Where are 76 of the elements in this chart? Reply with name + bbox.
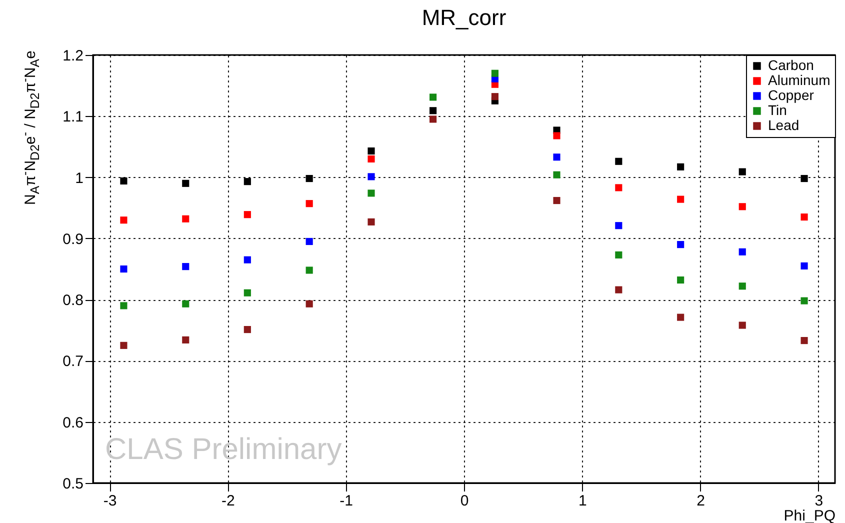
point xyxy=(800,174,808,182)
point xyxy=(615,251,622,258)
x-tick-label: -3 xyxy=(103,492,117,510)
point xyxy=(368,190,375,197)
point xyxy=(368,218,375,226)
point xyxy=(800,297,808,304)
legend-label: Lead xyxy=(768,117,800,133)
point xyxy=(306,174,313,182)
point xyxy=(182,263,190,270)
point xyxy=(553,154,560,161)
y-tick-label: 0.9 xyxy=(62,230,84,248)
point xyxy=(182,180,190,187)
x-tick-label: -1 xyxy=(340,492,354,510)
point xyxy=(244,326,251,334)
point xyxy=(368,147,375,155)
annotation: CLAS Preliminary xyxy=(105,433,342,466)
point xyxy=(553,196,560,204)
point xyxy=(120,216,128,224)
point xyxy=(491,93,498,100)
point xyxy=(182,300,190,308)
y-tick-label: 1 xyxy=(75,170,84,187)
y-tick-label: 0.8 xyxy=(62,292,84,310)
point xyxy=(738,282,746,290)
point xyxy=(800,213,808,221)
y-tick-label: 1.1 xyxy=(62,108,84,126)
point xyxy=(244,289,251,296)
point xyxy=(615,222,622,230)
point xyxy=(553,171,560,178)
point xyxy=(368,173,375,180)
point xyxy=(738,248,746,256)
point xyxy=(553,132,560,140)
point xyxy=(182,336,190,344)
point xyxy=(677,241,684,248)
point xyxy=(677,276,684,284)
point xyxy=(120,302,128,310)
point xyxy=(615,158,622,165)
point xyxy=(738,203,746,210)
y-tick-label: 0.6 xyxy=(62,414,84,432)
legend-label: Tin xyxy=(768,102,787,118)
point xyxy=(430,116,437,123)
legend-label: Aluminum xyxy=(768,72,830,88)
point xyxy=(120,265,128,273)
legend-label: Carbon xyxy=(768,57,814,73)
x-tick-label: 0 xyxy=(460,492,469,510)
point xyxy=(430,107,437,114)
point xyxy=(306,266,313,274)
point xyxy=(306,200,313,208)
x-tick-label: -2 xyxy=(222,492,235,510)
y-tick-label: 0.5 xyxy=(62,476,84,492)
point xyxy=(800,337,808,344)
point xyxy=(491,70,498,77)
point xyxy=(120,177,128,184)
point xyxy=(120,342,128,349)
point xyxy=(677,163,684,170)
y-tick-label: 0.7 xyxy=(62,353,84,370)
y-tick-label: 1.2 xyxy=(62,48,84,64)
point xyxy=(244,211,251,218)
x-tick-label: 2 xyxy=(696,492,705,510)
point xyxy=(800,262,808,270)
x-tick-label: 1 xyxy=(578,492,587,510)
point xyxy=(615,286,622,294)
point xyxy=(244,256,251,264)
point xyxy=(615,184,622,192)
point xyxy=(368,155,375,162)
point xyxy=(306,238,313,246)
point xyxy=(182,215,190,222)
point xyxy=(677,196,684,203)
x-tick-label: 3 xyxy=(814,492,824,510)
point xyxy=(738,322,746,329)
point xyxy=(244,178,251,186)
legend-label: Copper xyxy=(768,87,814,103)
point xyxy=(430,94,437,101)
point xyxy=(677,314,684,321)
point xyxy=(306,300,313,308)
point xyxy=(738,168,746,176)
chart-title: MR_corr xyxy=(422,5,506,30)
